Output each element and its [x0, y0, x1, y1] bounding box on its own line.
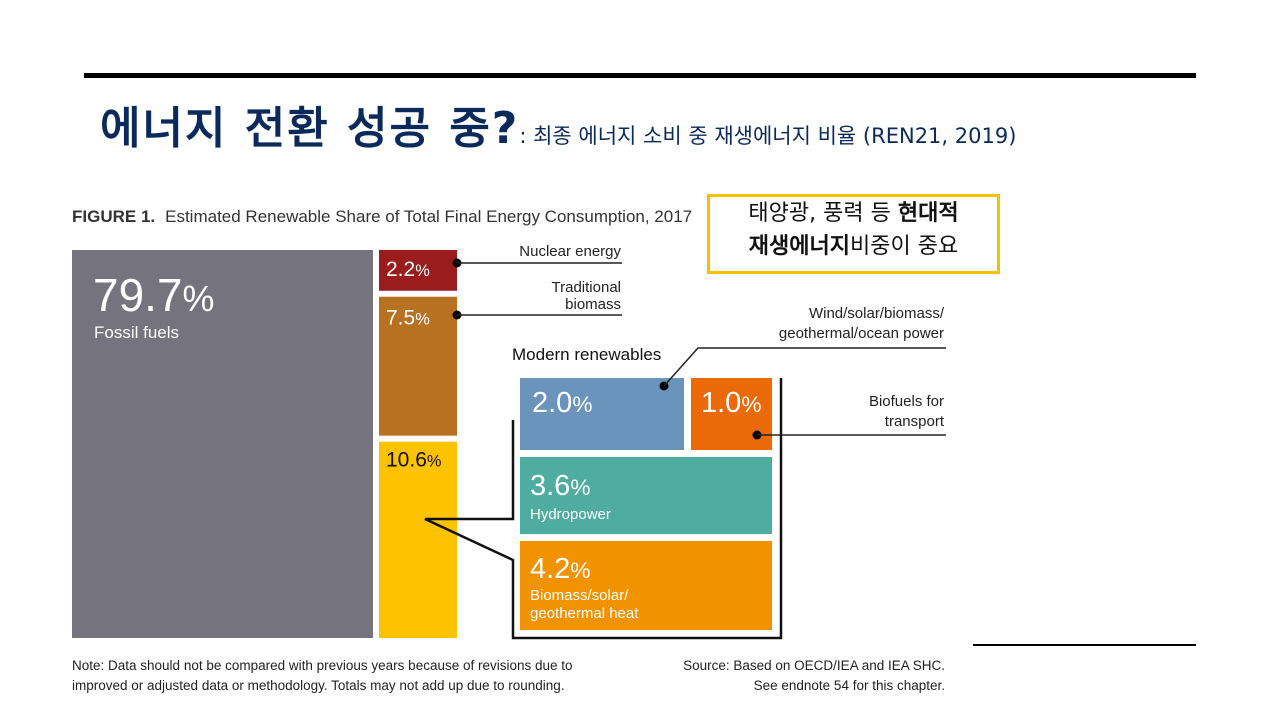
- modern-renewables-header: Modern renewables: [512, 345, 661, 364]
- slide-title: 에너지 전환 성공 중?: 최종 에너지 소비 중 재생에너지 비율 (REN2…: [100, 92, 1016, 156]
- value-label-modern: 10.6%: [386, 449, 441, 472]
- title-rule: [84, 73, 1196, 78]
- value-label-traditional: 7.5%: [386, 307, 430, 330]
- annotation-traditional-1: Traditional: [552, 279, 621, 296]
- annotation-power-2: geothermal/ocean power: [779, 325, 944, 342]
- annotation-power-1: Wind/solar/biomass/: [809, 305, 945, 322]
- figure-label: FIGURE 1.: [72, 207, 156, 226]
- box-heat: [520, 541, 772, 630]
- annotation-biofuels-1: Biofuels for: [869, 393, 944, 410]
- note-line-2: improved or adjusted data or methodology…: [72, 678, 565, 693]
- slide-title-sub: : 최종 에너지 소비 중 재생에너지 비율 (REN21, 2019): [519, 124, 1017, 148]
- source-line-1: Source: Based on OECD/IEA and IEA SHC.: [683, 658, 945, 673]
- figure-title: FIGURE 1. Estimated Renewable Share of To…: [72, 207, 692, 227]
- callout-box: 태양광, 풍력 등 현대적 재생에너지비중이 중요: [707, 194, 1000, 274]
- note-line-1: Note: Data should not be compared with p…: [72, 658, 573, 673]
- callout-text-2: 비중이 중요: [850, 234, 959, 259]
- box-power: [520, 378, 684, 450]
- footer-rule: [973, 644, 1196, 646]
- value-label-hydropower: 3.6%: [530, 470, 590, 502]
- slide-title-main: 에너지 전환 성공 중?: [100, 103, 520, 154]
- annotation-traditional-2: biomass: [565, 296, 621, 313]
- source-line-2: See endnote 54 for this chapter.: [753, 678, 945, 693]
- callout-emphasis-2: 재생에너지: [748, 234, 850, 259]
- name-label-hydropower: Hydropower: [530, 506, 611, 523]
- name-label-fossil: Fossil fuels: [94, 323, 179, 342]
- bar-modern-renewables: [379, 441, 457, 638]
- modern-breakdown-bracket: [424, 378, 783, 640]
- name-label-heat-1: Biomass/solar/: [530, 587, 629, 604]
- box-hydropower: [520, 457, 772, 534]
- value-label-heat: 4.2%: [530, 553, 590, 585]
- leader-line-power: [663, 347, 946, 387]
- value-label-biofuels: 1.0%: [701, 387, 761, 419]
- bar-nuclear: [379, 250, 457, 291]
- annotation-nuclear: Nuclear energy: [519, 243, 621, 260]
- figure-title-text: Estimated Renewable Share of Total Final…: [165, 207, 693, 226]
- name-label-heat-2: geothermal heat: [530, 605, 639, 622]
- annotation-biofuels-2: transport: [885, 413, 945, 430]
- bar-traditional-biomass: [379, 296, 457, 436]
- bar-fossil-fuels: [72, 250, 373, 638]
- callout-text-1: 태양광, 풍력 등: [748, 201, 898, 226]
- figure-source: Source: Based on OECD/IEA and IEA SHC. S…: [600, 656, 945, 696]
- callout-emphasis-1: 현대적: [897, 201, 959, 226]
- value-label-nuclear: 2.2%: [386, 258, 430, 281]
- value-label-power: 2.0%: [532, 387, 592, 419]
- figure-note: Note: Data should not be compared with p…: [72, 656, 573, 696]
